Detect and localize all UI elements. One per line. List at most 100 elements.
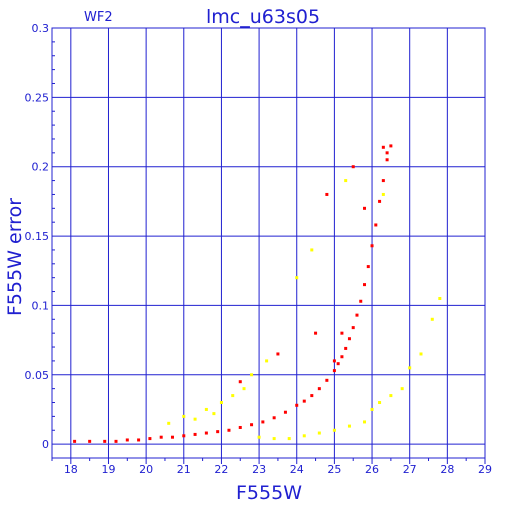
data-point [381, 192, 385, 196]
data-point [182, 414, 186, 418]
data-point [317, 431, 321, 435]
y-tick-label: 0.3 [32, 22, 50, 35]
data-point [385, 158, 389, 162]
x-tick-label: 28 [440, 463, 454, 476]
data-point [257, 435, 261, 439]
data-point [212, 412, 216, 416]
data-point [170, 435, 174, 439]
data-point [347, 424, 351, 428]
data-point [317, 387, 321, 391]
data-point [344, 346, 348, 350]
data-point [204, 407, 208, 411]
data-point [114, 439, 118, 443]
chart-title: lmc_u63s05 [206, 6, 321, 28]
y-tick-label: 0.1 [32, 299, 50, 312]
x-tick-label: 27 [403, 463, 417, 476]
data-point [363, 206, 367, 210]
data-point [378, 199, 382, 203]
data-point [385, 151, 389, 155]
plot-frame [51, 27, 486, 464]
data-point [231, 394, 235, 398]
data-point [238, 425, 242, 429]
data-point [400, 387, 404, 391]
data-point [355, 313, 359, 317]
chip-label: WF2 [84, 10, 113, 25]
data-point [332, 359, 336, 363]
data-point [272, 437, 276, 441]
x-tick-label: 19 [101, 463, 115, 476]
data-point [216, 430, 220, 434]
data-point [389, 394, 393, 398]
data-point [363, 420, 367, 424]
data-point [366, 265, 370, 269]
data-point [438, 296, 442, 300]
data-point [332, 369, 336, 373]
data-point [378, 401, 382, 405]
x-tick-label: 21 [177, 463, 191, 476]
plot-grid [52, 27, 486, 458]
data-point [381, 179, 385, 183]
data-point [265, 359, 269, 363]
y-axis-label: F555W error [4, 197, 26, 316]
tick-labels: 18 19 20 21 22 23 24 25 26 27 28 29 0 0.05 0.1 0.15 0.2 0… [25, 22, 493, 476]
x-tick-label: 29 [478, 463, 492, 476]
data-point [227, 428, 231, 432]
data-point [103, 439, 107, 443]
data-point [381, 145, 385, 149]
data-point [332, 428, 336, 432]
data-point [295, 276, 299, 280]
data-point [148, 437, 152, 441]
data-point [314, 331, 318, 335]
data-point [88, 439, 92, 443]
data-point [167, 421, 171, 425]
x-tick-label: 24 [290, 463, 304, 476]
x-tick-label: 22 [214, 463, 228, 476]
data-point [419, 352, 423, 356]
data-point [310, 394, 314, 398]
y-tick-label: 0 [42, 438, 49, 451]
data-point [283, 410, 287, 414]
data-point [302, 434, 306, 438]
data-point [340, 331, 344, 335]
data-point [193, 432, 197, 436]
data-point [272, 416, 276, 420]
x-tick-label: 20 [139, 463, 153, 476]
data-point [159, 435, 163, 439]
data-point [351, 165, 355, 169]
data-point [250, 373, 254, 377]
plot-border [51, 27, 486, 459]
data-point [261, 420, 265, 424]
data-point [125, 438, 129, 442]
data-point [242, 387, 246, 391]
data-point [182, 434, 186, 438]
data-point [374, 223, 378, 227]
data-point [430, 317, 434, 321]
y-tick-label: 0.15 [25, 230, 50, 243]
x-tick-label: 26 [365, 463, 379, 476]
data-point [287, 437, 291, 441]
data-point [325, 192, 329, 196]
y-tick-label: 0.05 [25, 369, 50, 382]
x-tick-label: 25 [327, 463, 341, 476]
x-axis-label: F555W [236, 482, 302, 504]
data-point [351, 326, 355, 330]
data-point [344, 179, 348, 183]
data-point [359, 299, 363, 303]
y-tick-label: 0.2 [32, 161, 50, 174]
data-point [389, 144, 393, 148]
data-point [370, 244, 374, 248]
data-point [325, 378, 329, 382]
data-point [363, 283, 367, 287]
data-point [295, 403, 299, 407]
data-point [204, 431, 208, 435]
x-tick-label: 18 [64, 463, 78, 476]
data-point [310, 248, 314, 252]
data-point [408, 366, 412, 370]
data-point [340, 355, 344, 359]
data-point [73, 439, 77, 443]
data-point [238, 380, 242, 384]
data-point [276, 352, 280, 356]
data-point [370, 407, 374, 411]
data-point [347, 337, 351, 341]
